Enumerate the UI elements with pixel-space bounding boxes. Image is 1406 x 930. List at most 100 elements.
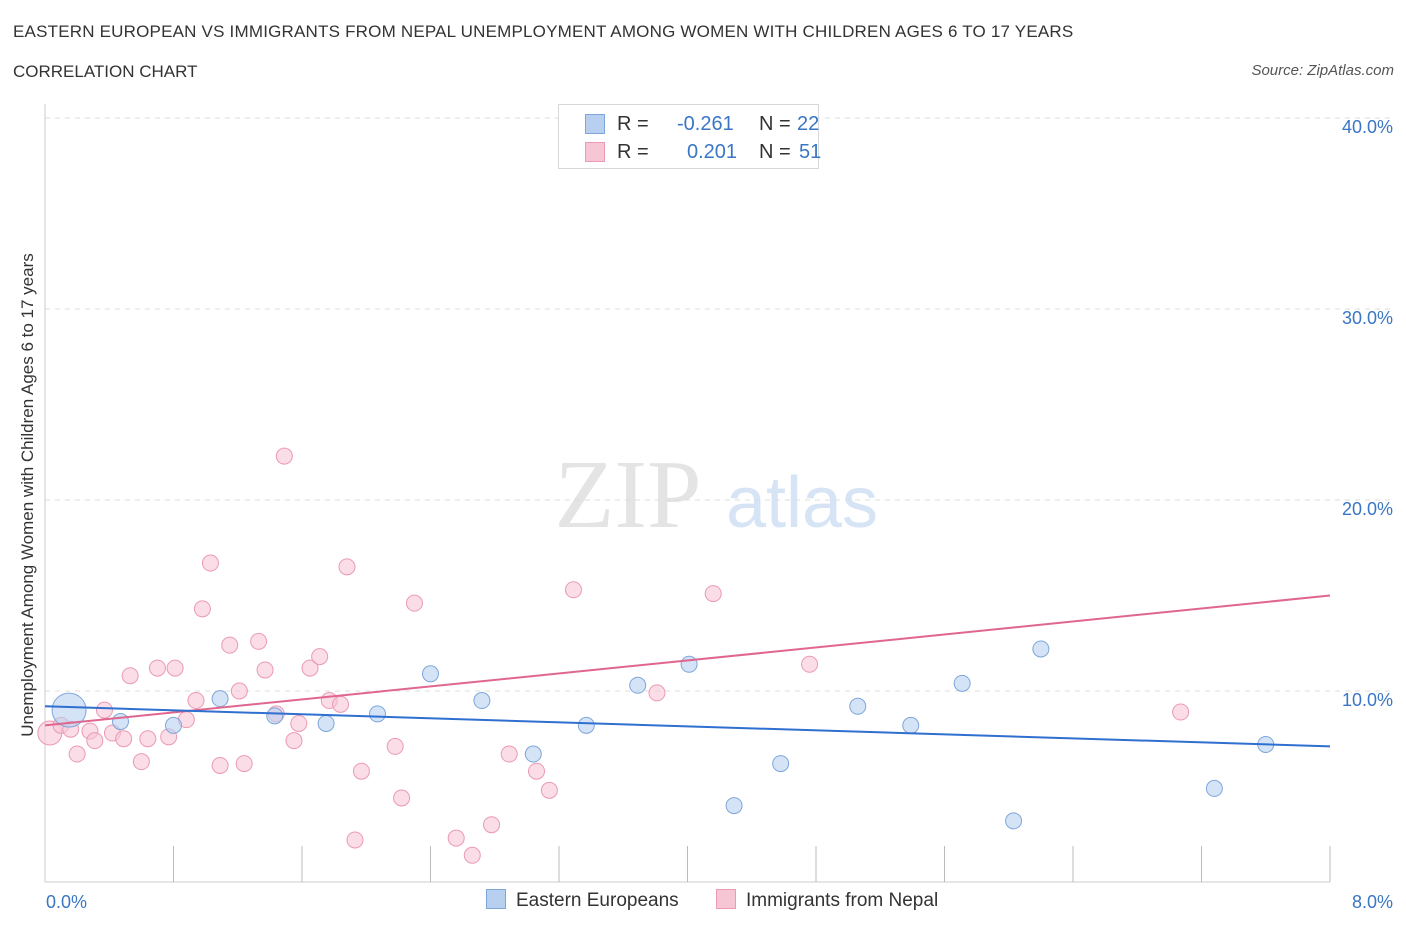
data-point-nepal xyxy=(1172,703,1190,721)
data-point-eastern-european xyxy=(629,676,647,694)
legend-r-label: R = xyxy=(617,113,649,135)
data-point-nepal xyxy=(405,594,423,612)
data-point-eastern-european xyxy=(680,655,698,673)
data-point-nepal xyxy=(463,846,481,864)
data-point-eastern-european xyxy=(165,716,182,734)
data-point-eastern-european xyxy=(524,745,542,763)
data-point-nepal xyxy=(139,730,157,748)
data-point-nepal xyxy=(221,636,239,654)
data-point-eastern-european xyxy=(473,692,491,710)
y-tick-label: 10.0% xyxy=(1342,690,1393,710)
data-point-eastern-european xyxy=(266,707,284,725)
data-point-nepal xyxy=(704,585,722,603)
legend-item-nepal[interactable]: Immigrants from Nepal xyxy=(716,889,938,912)
data-point-nepal xyxy=(166,659,184,677)
data-point-nepal xyxy=(528,762,546,780)
trend-line-nepal xyxy=(44,594,1331,727)
legend-swatch-pink xyxy=(585,142,605,162)
data-point-nepal xyxy=(86,732,104,750)
data-point-nepal xyxy=(250,632,268,650)
legend-n-label: N = xyxy=(759,113,791,135)
data-point-eastern-european xyxy=(211,690,229,708)
data-point-eastern-european xyxy=(725,797,743,815)
legend-swatch-blue xyxy=(486,889,506,909)
data-point-nepal xyxy=(352,762,370,780)
data-point-nepal xyxy=(338,558,356,576)
legend-r-value: 0.201 xyxy=(687,141,738,163)
tick-labels: 10.0% 20.0% 30.0% 40.0% 0.0% 8.0% xyxy=(46,117,1393,912)
data-point-eastern-european xyxy=(953,674,971,692)
data-point-eastern-european xyxy=(1032,640,1050,658)
data-point-eastern-european xyxy=(1005,812,1023,830)
legend-item-eastern-europeans[interactable]: Eastern Europeans xyxy=(486,889,679,912)
data-point-nepal xyxy=(540,781,558,799)
legend-r-value: -0.261 xyxy=(677,113,734,135)
watermark: ZIP atlas xyxy=(555,441,879,549)
data-point-nepal xyxy=(500,745,518,763)
data-point-eastern-european xyxy=(111,713,129,731)
data-point-nepal xyxy=(201,554,219,572)
y-tick-label: 40.0% xyxy=(1342,117,1393,137)
data-point-nepal xyxy=(115,730,133,748)
legend-n-label: N = xyxy=(759,141,791,163)
data-point-nepal xyxy=(68,745,86,763)
correlation-legend: R = -0.261 N = 22 R = 0.201 N = 51 xyxy=(558,104,822,169)
data-point-nepal xyxy=(187,692,205,710)
data-point-nepal xyxy=(230,682,248,700)
legend-swatch-blue xyxy=(585,114,605,134)
data-point-nepal xyxy=(483,816,501,834)
data-point-eastern-european xyxy=(1205,779,1223,797)
x-tick-label: 8.0% xyxy=(1352,892,1393,912)
axes xyxy=(44,104,1331,883)
data-point-nepal xyxy=(801,655,819,673)
data-point-nepal xyxy=(211,756,229,774)
legend-n-value: 51 xyxy=(799,141,822,163)
data-point-nepal xyxy=(148,659,166,677)
data-point-eastern-european xyxy=(422,665,439,683)
y-tick-label: 20.0% xyxy=(1342,499,1393,519)
data-point-nepal xyxy=(564,581,582,599)
trend-lines xyxy=(44,594,1331,748)
legend-r-label: R = xyxy=(617,141,649,163)
watermark-atlas: atlas xyxy=(726,463,878,543)
gridlines xyxy=(45,117,1395,692)
source-label: Source: ZipAtlas.com xyxy=(1251,62,1394,79)
data-point-eastern-european xyxy=(317,714,335,732)
data-point-eastern-european xyxy=(577,716,595,734)
chart-title: EASTERN EUROPEAN VS IMMIGRANTS FROM NEPA… xyxy=(13,22,1074,41)
legend-label-nepal: Immigrants from Nepal xyxy=(746,890,939,911)
data-point-nepal xyxy=(95,701,113,719)
legend-n-value: 22 xyxy=(797,113,820,135)
data-point-nepal xyxy=(256,661,274,679)
data-point-nepal xyxy=(193,600,211,618)
series-eastern-european-points xyxy=(51,640,1275,830)
data-point-nepal xyxy=(393,789,411,807)
data-point-nepal xyxy=(311,648,329,666)
data-point-nepal xyxy=(121,667,139,685)
x-tick-label: 0.0% xyxy=(46,892,87,912)
data-point-eastern-european xyxy=(902,716,920,734)
data-point-eastern-european xyxy=(368,705,386,723)
data-point-nepal xyxy=(386,737,404,755)
data-point-nepal xyxy=(447,829,465,847)
trend-line-eastern-european xyxy=(44,705,1331,748)
data-point-nepal xyxy=(275,447,293,465)
data-point-eastern-european xyxy=(772,755,790,773)
y-axis-title: Unemployment Among Women with Children A… xyxy=(18,253,37,737)
data-point-nepal xyxy=(301,659,319,677)
data-point-nepal xyxy=(648,684,666,702)
legend-swatch-pink xyxy=(716,889,736,909)
chart-subtitle: CORRELATION CHART xyxy=(13,62,198,81)
watermark-zip: ZIP xyxy=(555,441,702,549)
data-point-eastern-european xyxy=(51,692,87,728)
data-point-nepal xyxy=(332,695,350,713)
data-point-nepal xyxy=(346,831,364,849)
data-point-nepal xyxy=(285,732,303,750)
data-point-nepal xyxy=(132,753,150,771)
data-point-nepal xyxy=(290,714,308,732)
y-tick-label: 30.0% xyxy=(1342,308,1393,328)
data-point-nepal xyxy=(235,755,253,773)
data-point-eastern-european xyxy=(849,697,867,715)
legend-label-eastern-europeans: Eastern Europeans xyxy=(516,890,679,911)
